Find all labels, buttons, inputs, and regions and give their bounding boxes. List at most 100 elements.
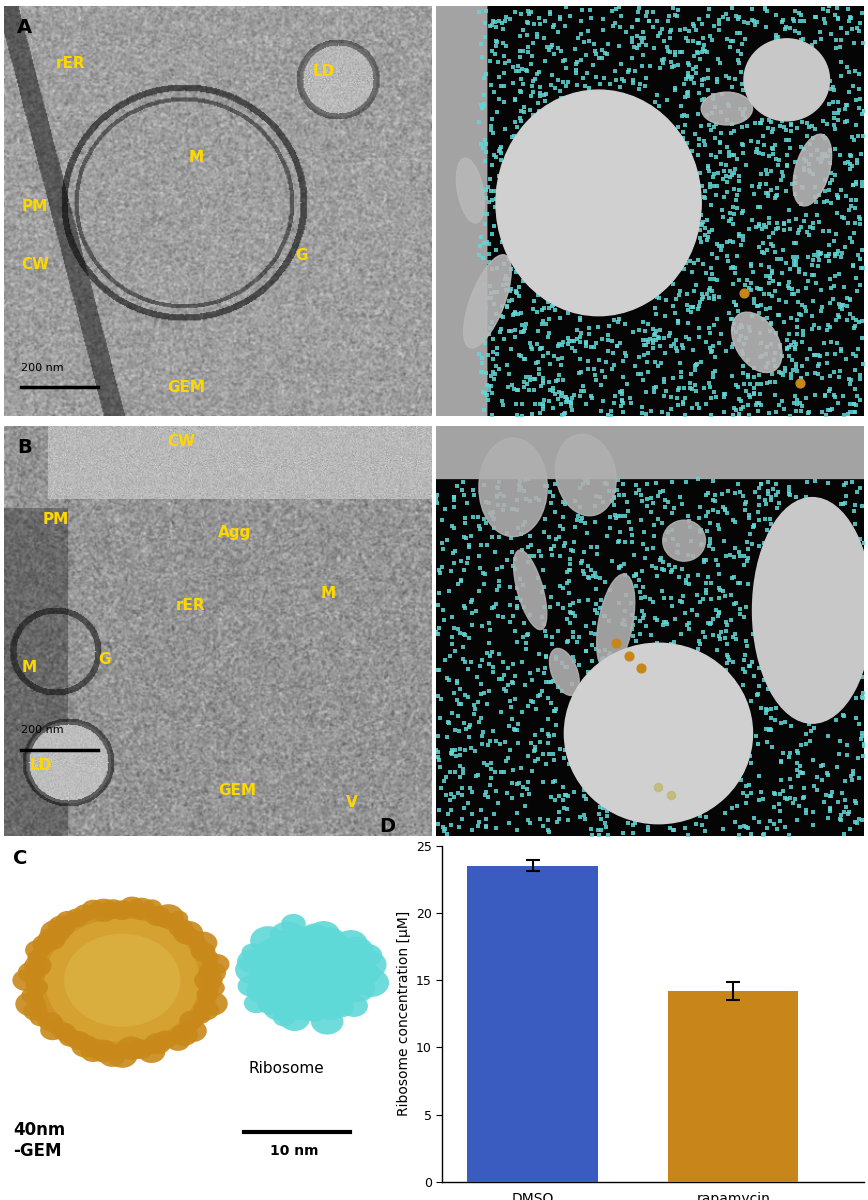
Point bbox=[575, 377, 589, 396]
Point bbox=[623, 389, 637, 408]
Point bbox=[675, 593, 689, 612]
Point bbox=[730, 797, 744, 816]
Point bbox=[491, 793, 505, 812]
Point bbox=[462, 793, 476, 812]
Point bbox=[692, 145, 706, 164]
Point bbox=[780, 340, 794, 359]
Point bbox=[473, 236, 487, 256]
Point bbox=[558, 16, 572, 35]
Point bbox=[575, 509, 589, 528]
Point bbox=[840, 736, 854, 755]
Point bbox=[560, 58, 574, 77]
Point bbox=[508, 2, 522, 22]
Point bbox=[490, 478, 504, 497]
Point bbox=[806, 292, 819, 311]
Point bbox=[726, 214, 740, 233]
Point bbox=[691, 43, 705, 62]
Point bbox=[832, 8, 845, 28]
Point bbox=[699, 332, 713, 352]
Point bbox=[516, 481, 530, 500]
Point bbox=[752, 479, 766, 498]
Point bbox=[729, 376, 743, 395]
Point bbox=[693, 592, 707, 611]
Circle shape bbox=[25, 940, 50, 960]
Point bbox=[834, 342, 848, 361]
Point bbox=[679, 570, 693, 589]
Point bbox=[650, 288, 664, 307]
Point bbox=[657, 588, 671, 607]
Point bbox=[687, 361, 701, 380]
Point bbox=[615, 390, 629, 409]
Point bbox=[593, 569, 607, 588]
Point bbox=[785, 121, 799, 140]
Point bbox=[681, 107, 694, 126]
Point bbox=[855, 176, 868, 196]
Text: V: V bbox=[346, 796, 358, 810]
Point bbox=[473, 656, 487, 676]
Point bbox=[841, 0, 855, 19]
Point bbox=[727, 398, 740, 418]
Point bbox=[492, 166, 506, 185]
Point bbox=[808, 119, 822, 138]
Point bbox=[703, 26, 717, 46]
Point bbox=[839, 288, 853, 307]
Text: Agg: Agg bbox=[218, 524, 252, 540]
Point bbox=[776, 782, 790, 802]
Point bbox=[448, 763, 462, 782]
Point bbox=[852, 313, 866, 332]
Point bbox=[625, 32, 639, 52]
Point bbox=[553, 739, 567, 758]
Point bbox=[618, 343, 632, 362]
Point bbox=[697, 379, 711, 398]
Point bbox=[823, 95, 837, 114]
Point bbox=[681, 54, 695, 73]
Point bbox=[713, 626, 727, 646]
Point bbox=[753, 812, 766, 832]
Point bbox=[840, 112, 854, 131]
Point bbox=[477, 95, 491, 114]
Point bbox=[483, 377, 496, 396]
Circle shape bbox=[199, 950, 219, 966]
Circle shape bbox=[332, 1000, 353, 1018]
Point bbox=[731, 8, 745, 28]
Point bbox=[704, 121, 718, 140]
Point bbox=[602, 317, 615, 336]
Point bbox=[848, 317, 862, 336]
Point bbox=[566, 541, 580, 560]
Point bbox=[658, 343, 672, 362]
Point bbox=[716, 820, 730, 839]
Point bbox=[729, 401, 743, 420]
Point bbox=[470, 692, 484, 712]
Point bbox=[559, 388, 573, 407]
Point bbox=[742, 385, 756, 404]
Point bbox=[689, 355, 703, 374]
Point bbox=[515, 786, 529, 805]
Point bbox=[457, 713, 470, 732]
Point bbox=[483, 776, 497, 796]
Point bbox=[779, 790, 793, 809]
Point bbox=[513, 109, 527, 128]
Point bbox=[452, 695, 466, 714]
Point bbox=[546, 744, 560, 763]
Point bbox=[774, 170, 788, 190]
Point bbox=[719, 804, 733, 823]
Point bbox=[734, 326, 748, 346]
Point bbox=[706, 264, 720, 283]
Point bbox=[727, 163, 741, 182]
Point bbox=[845, 770, 858, 790]
Point bbox=[852, 714, 865, 733]
Point bbox=[518, 319, 532, 338]
Point bbox=[477, 754, 491, 773]
Point bbox=[806, 719, 820, 738]
Point bbox=[513, 26, 527, 46]
Point bbox=[485, 506, 499, 526]
Point bbox=[857, 34, 868, 53]
Circle shape bbox=[349, 950, 386, 979]
Point bbox=[702, 318, 716, 337]
Point bbox=[501, 378, 515, 397]
Point bbox=[495, 557, 509, 576]
Point bbox=[759, 217, 773, 236]
Point bbox=[684, 298, 698, 317]
Point bbox=[545, 66, 559, 85]
Point bbox=[740, 366, 754, 385]
